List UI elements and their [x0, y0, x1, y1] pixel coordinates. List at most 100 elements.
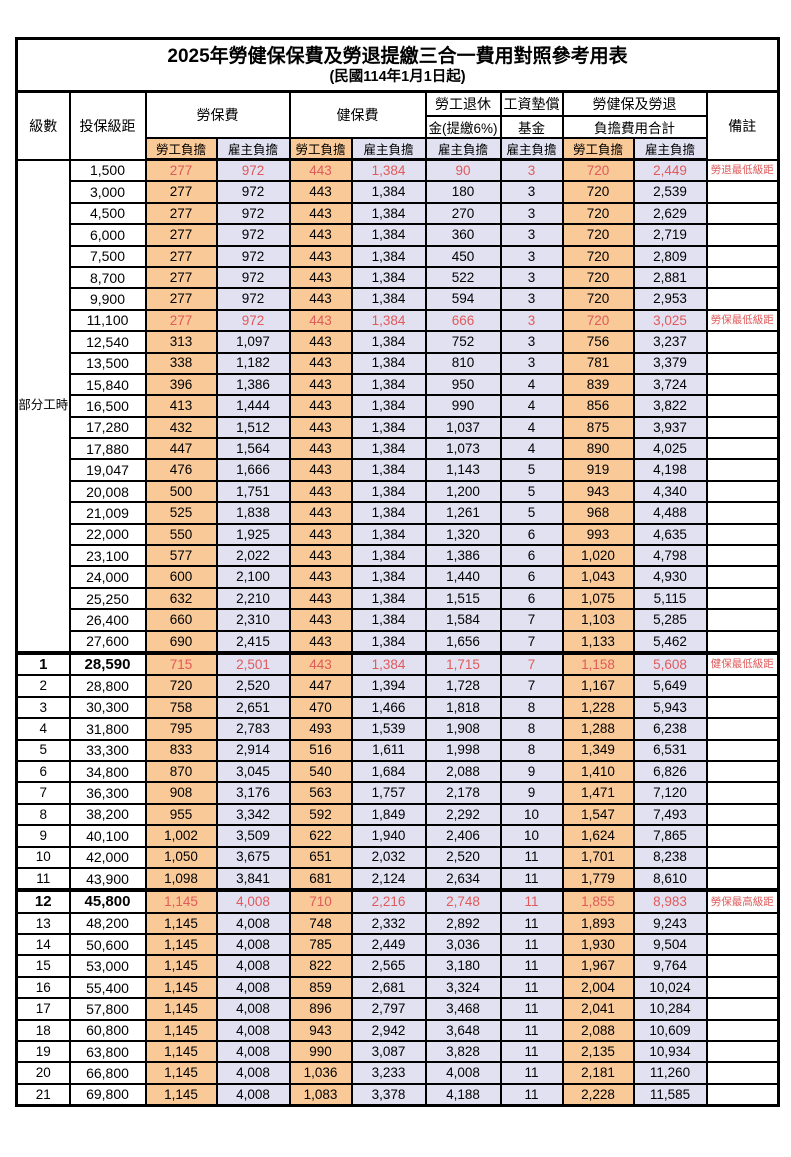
cell-wage-fund-employer: 11 — [499, 933, 564, 957]
cell-bracket: 17,880 — [68, 437, 147, 461]
cell-level: 12 — [15, 888, 71, 914]
cell-labor-employee: 1,145 — [144, 1039, 218, 1064]
cell-note — [705, 824, 780, 848]
cell-note — [705, 1018, 780, 1043]
cell-wage-fund-employer: 9 — [499, 759, 564, 784]
cell-wage-fund-employer: 6 — [499, 522, 564, 547]
cell-total-employee: 1,020 — [561, 544, 635, 568]
cell-total-employee: 720 — [561, 158, 635, 183]
cell-total-employee: 2,228 — [561, 1082, 635, 1107]
cell-health-employee: 785 — [288, 933, 353, 957]
cell-health-employer: 1,384 — [350, 565, 427, 589]
cell-wage-fund-employer: 8 — [499, 717, 564, 741]
cell-labor-employer: 2,210 — [215, 586, 291, 611]
cell-pension-employer: 2,634 — [424, 866, 502, 892]
cell-health-employee: 443 — [288, 415, 353, 440]
col-header-pension-line2: 金(提繳6%) — [424, 115, 502, 139]
cell-health-employee: 443 — [288, 437, 353, 461]
cell-total-employer: 6,531 — [632, 738, 708, 762]
header-row-1: 級數 投保級距 勞保費 健保費 勞工退休 工資墊償 勞健保及勞退 備註 — [15, 90, 780, 161]
cell-total-employer: 4,198 — [632, 458, 708, 482]
cell-total-employee: 1,075 — [561, 586, 635, 611]
cell-labor-employee: 1,145 — [144, 888, 218, 914]
cell-bracket: 27,600 — [68, 629, 147, 655]
cell-wage-fund-employer: 3 — [499, 287, 564, 311]
cell-labor-employer: 972 — [215, 223, 291, 247]
cell-pension-employer: 3,324 — [424, 975, 502, 1000]
table-row: 13,500 338 1,182 443 1,384 810 3 781 3,379 — [17, 351, 780, 375]
cell-wage-fund-employer: 11 — [499, 1061, 564, 1085]
cell-labor-employer: 972 — [215, 265, 291, 290]
cell-total-employer: 4,340 — [632, 479, 708, 504]
cell-labor-employer: 972 — [215, 244, 291, 268]
cell-total-employer: 2,953 — [632, 287, 708, 311]
cell-total-employee: 1,701 — [561, 845, 635, 869]
cell-level: 9 — [15, 824, 71, 848]
cell-total-employer: 7,865 — [632, 824, 708, 848]
cell-bracket: 12,540 — [68, 330, 147, 354]
cell-wage-fund-employer: 11 — [499, 975, 564, 1000]
cell-note — [705, 415, 780, 440]
cell-pension-employer: 3,036 — [424, 933, 502, 957]
cell-health-employer: 1,384 — [350, 351, 427, 375]
cell-health-employee: 443 — [288, 180, 353, 204]
cell-bracket: 4,500 — [68, 201, 147, 226]
cell-level: 6 — [15, 759, 71, 784]
cell-total-employer: 7,493 — [632, 802, 708, 827]
table-row: 18 60,800 1,145 4,008 943 2,942 3,648 11 2,088 10… — [15, 1018, 780, 1043]
cell-labor-employee: 338 — [144, 351, 218, 375]
cell-total-employee: 720 — [561, 180, 635, 204]
cell-labor-employer: 4,008 — [215, 1061, 291, 1085]
cell-pension-employer: 450 — [424, 244, 502, 268]
cell-labor-employee: 1,145 — [144, 997, 218, 1021]
table-row: 20 66,800 1,145 4,008 1,036 3,233 4,008 11 2,181… — [15, 1061, 780, 1085]
cell-health-employee: 443 — [288, 586, 353, 611]
cell-total-employer: 5,649 — [632, 674, 708, 698]
cell-wage-fund-employer: 3 — [499, 158, 564, 183]
cell-health-employee: 443 — [288, 223, 353, 247]
cell-total-employee: 968 — [561, 501, 635, 525]
table-row: 19 63,800 1,145 4,008 990 3,087 3,828 11 2,135 10… — [15, 1039, 780, 1064]
cell-total-employer: 5,608 — [632, 650, 708, 677]
cell-total-employer: 2,809 — [632, 244, 708, 268]
cell-labor-employer: 1,925 — [215, 522, 291, 547]
cell-total-employer: 10,284 — [632, 997, 708, 1021]
table-row: 13 48,200 1,145 4,008 748 2,332 2,892 11 1,893 9,… — [15, 911, 780, 936]
cell-health-employer: 2,565 — [350, 954, 427, 978]
cell-total-employer: 2,629 — [632, 201, 708, 226]
cell-total-employer: 2,881 — [632, 265, 708, 290]
cell-labor-employee: 715 — [144, 650, 218, 677]
cell-labor-employee: 795 — [144, 717, 218, 741]
table-row: 8,700 277 972 443 1,384 522 3 720 2,881 — [17, 265, 780, 290]
cell-health-employer: 1,384 — [350, 330, 427, 354]
cell-note — [705, 223, 780, 247]
cell-total-employer: 9,243 — [632, 911, 708, 936]
cell-total-employer: 3,822 — [632, 394, 708, 418]
cell-total-employee: 2,135 — [561, 1039, 635, 1064]
cell-labor-employee: 870 — [144, 759, 218, 784]
cell-bracket: 31,800 — [68, 717, 147, 741]
table-row: 6 34,800 870 3,045 540 1,684 2,088 9 1,410 6,826 — [15, 759, 780, 784]
cell-labor-employee: 277 — [144, 244, 218, 268]
table-row: 6,000 277 972 443 1,384 360 3 720 2,719 — [17, 223, 780, 247]
cell-wage-fund-employer: 7 — [499, 608, 564, 632]
cell-pension-employer: 270 — [424, 201, 502, 226]
cell-bracket: 66,800 — [68, 1061, 147, 1085]
cell-total-employer: 6,238 — [632, 717, 708, 741]
cell-health-employer: 1,384 — [350, 372, 427, 397]
cell-pension-employer: 180 — [424, 180, 502, 204]
cell-labor-employee: 550 — [144, 522, 218, 547]
table-row: 11 43,900 1,098 3,841 681 2,124 2,634 11 1,779 8,… — [15, 866, 780, 892]
cell-labor-employer: 4,008 — [215, 1039, 291, 1064]
cell-note — [705, 629, 780, 655]
cell-health-employee: 592 — [288, 802, 353, 827]
cell-total-employer: 8,983 — [632, 888, 708, 914]
cell-bracket: 36,300 — [68, 781, 147, 805]
cell-health-employer: 2,124 — [350, 866, 427, 892]
cell-total-employee: 720 — [561, 201, 635, 226]
cell-labor-employer: 972 — [215, 158, 291, 183]
cell-health-employer: 1,384 — [350, 287, 427, 311]
cell-level: 15 — [15, 954, 71, 978]
table-row: 16 55,400 1,145 4,008 859 2,681 3,324 11 2,004 10… — [15, 975, 780, 1000]
cell-note — [705, 608, 780, 632]
